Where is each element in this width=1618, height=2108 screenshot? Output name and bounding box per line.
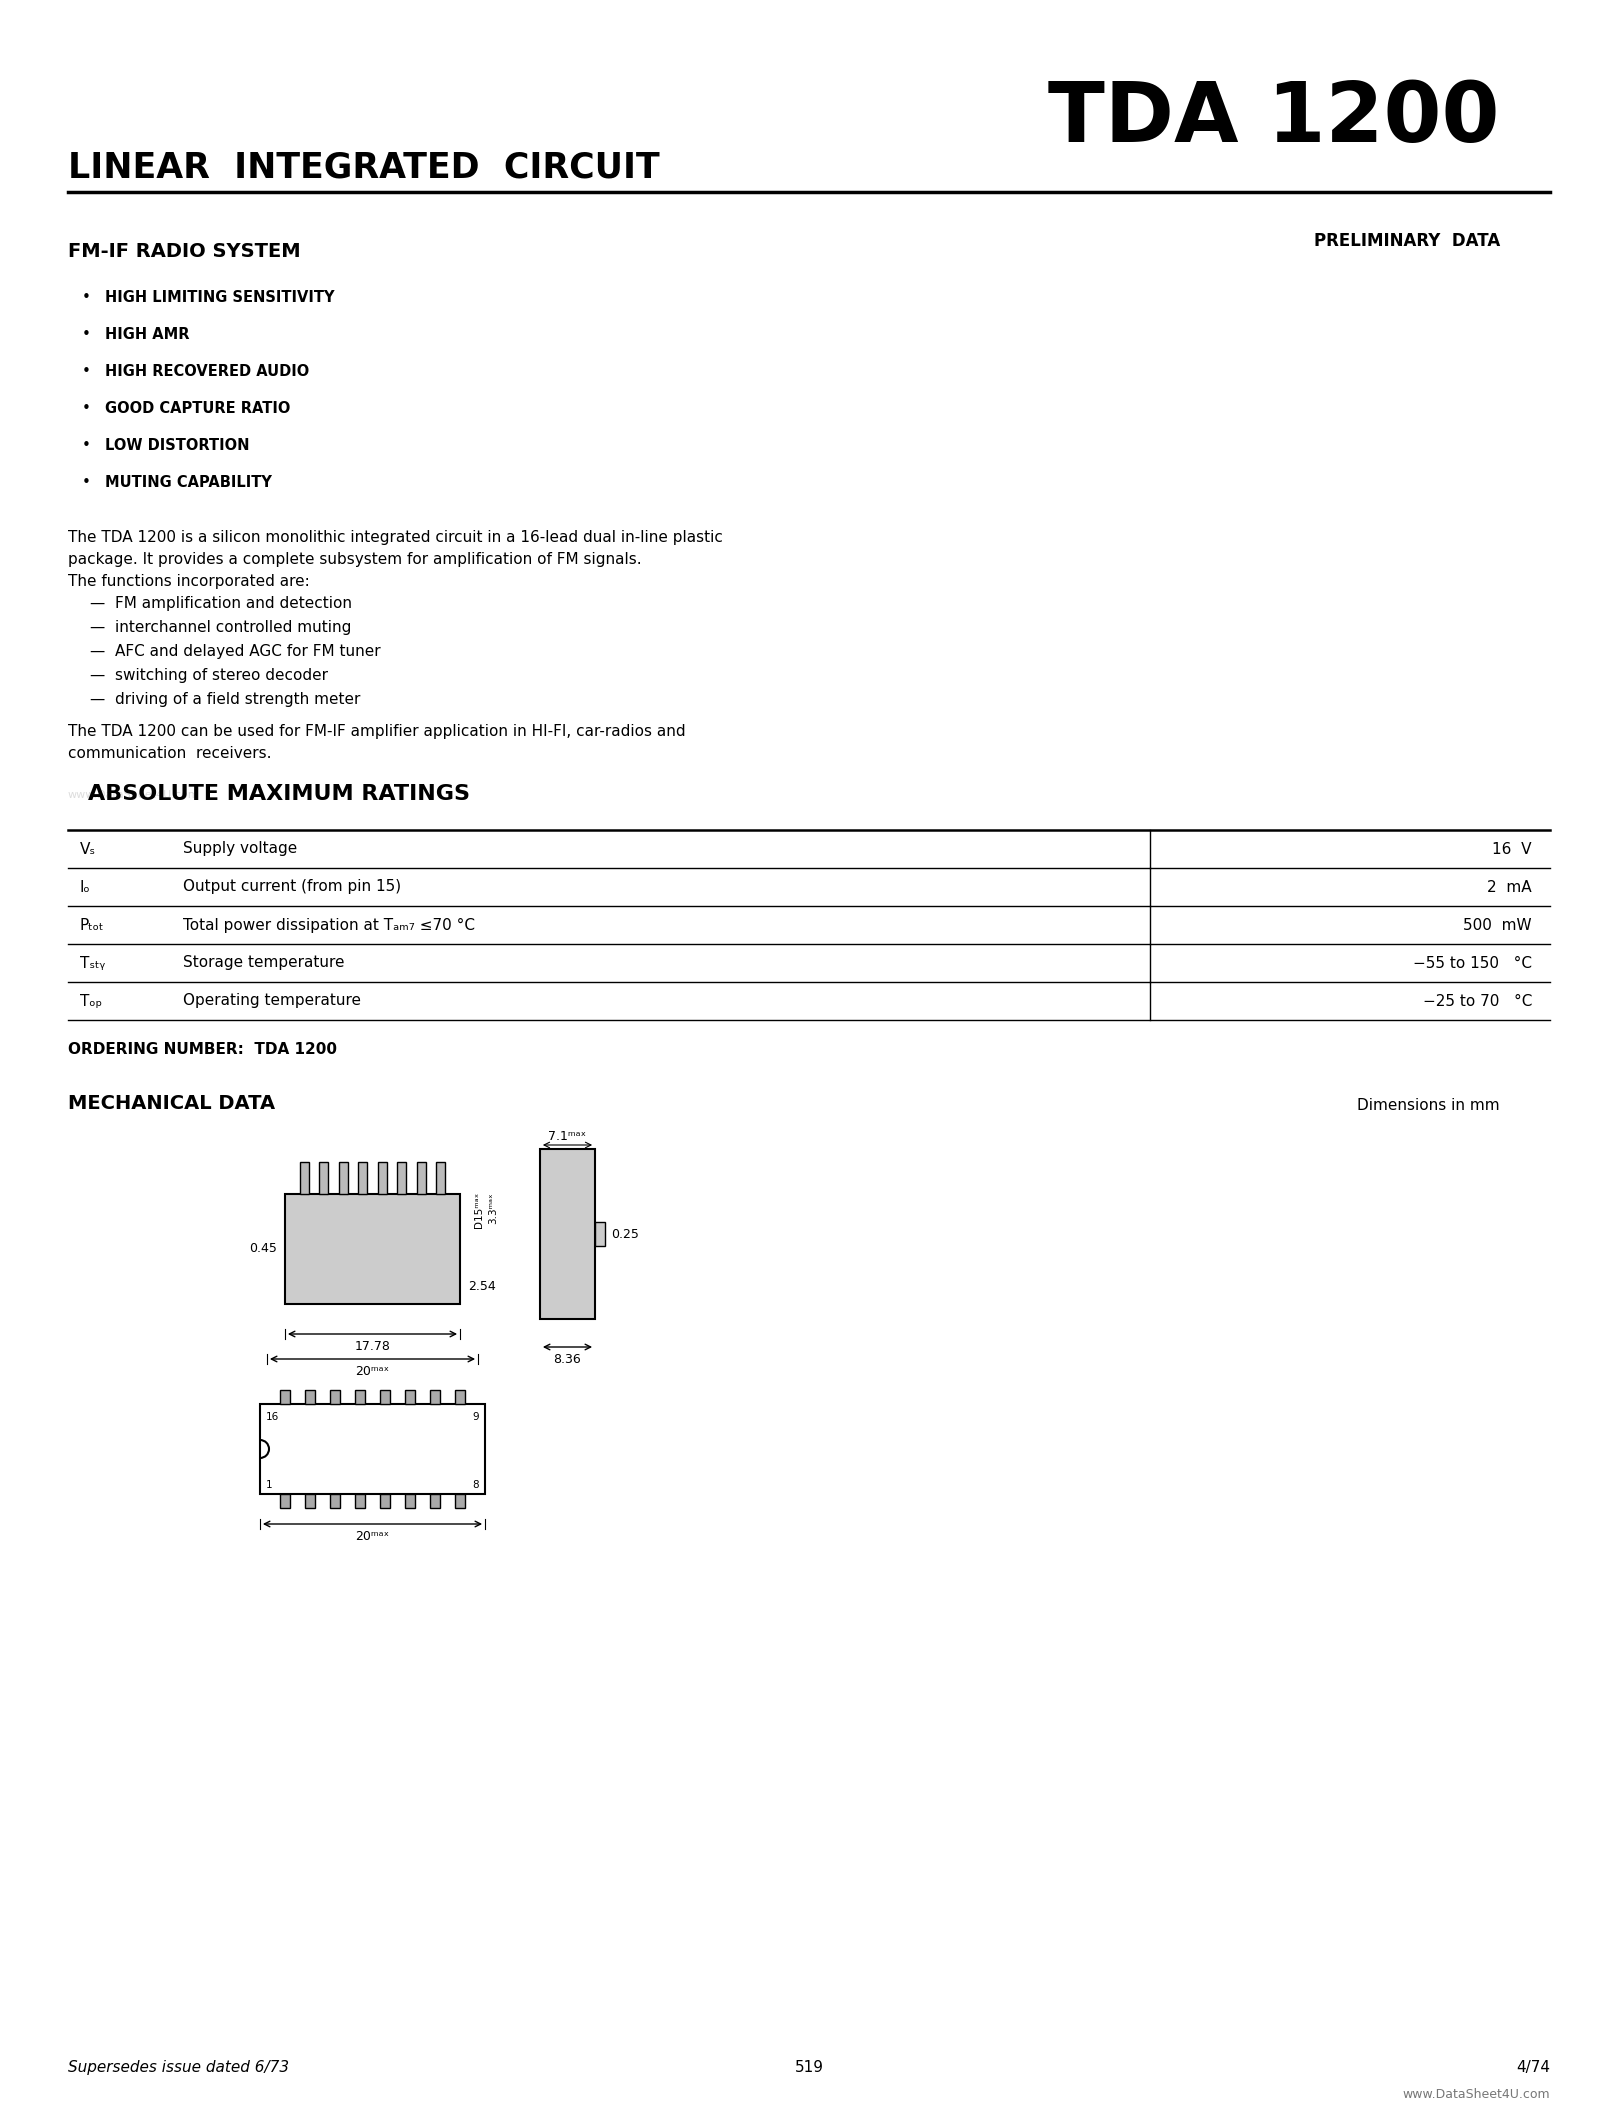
Bar [280,1495,290,1507]
Text: •: • [83,365,91,379]
Text: —  AFC and delayed AGC for FM tuner: — AFC and delayed AGC for FM tuner [91,645,380,660]
Text: Tₒₚ: Tₒₚ [79,993,102,1008]
Text: 4/74: 4/74 [1516,2060,1550,2074]
Bar [354,1389,366,1404]
Text: 20ᵐᵃˣ: 20ᵐᵃˣ [356,1366,390,1379]
Text: •: • [83,401,91,415]
Text: —  interchannel controlled muting: — interchannel controlled muting [91,620,351,635]
Bar [455,1495,464,1507]
Text: 1: 1 [265,1480,272,1490]
Text: GOOD CAPTURE RATIO: GOOD CAPTURE RATIO [105,401,290,415]
Text: 3.3ᵐᵃˣ: 3.3ᵐᵃˣ [489,1191,498,1223]
Bar [299,1162,309,1193]
Text: 2.54: 2.54 [468,1280,495,1292]
Bar [319,1162,328,1193]
Text: 8: 8 [472,1480,479,1490]
Bar [380,1495,390,1507]
Text: Operating temperature: Operating temperature [183,993,361,1008]
Text: MECHANICAL DATA: MECHANICAL DATA [68,1094,275,1113]
Bar [396,1162,406,1193]
Bar [306,1495,316,1507]
Text: Vₛ: Vₛ [79,841,95,856]
Text: Output current (from pin 15): Output current (from pin 15) [183,879,401,894]
Text: LOW DISTORTION: LOW DISTORTION [105,438,249,453]
Text: HIGH RECOVERED AUDIO: HIGH RECOVERED AUDIO [105,365,309,379]
Bar [416,1162,426,1193]
Bar [455,1389,464,1404]
Text: PRELIMINARY  DATA: PRELIMINARY DATA [1314,232,1500,251]
Bar [354,1495,366,1507]
Text: The functions incorporated are:: The functions incorporated are: [68,573,309,588]
Text: www.DataSheet4U.com: www.DataSheet4U.com [68,790,199,801]
Bar [358,1162,367,1193]
Text: 500  mW: 500 mW [1463,917,1532,932]
Bar [540,1149,595,1320]
Bar [380,1389,390,1404]
Text: 16  V: 16 V [1492,841,1532,856]
Text: —  driving of a field strength meter: — driving of a field strength meter [91,691,361,706]
Text: •: • [83,474,91,489]
Text: 8.36: 8.36 [553,1353,581,1366]
Bar [377,1162,387,1193]
Text: •: • [83,327,91,341]
Text: •: • [83,438,91,453]
Text: —  switching of stereo decoder: — switching of stereo decoder [91,668,328,683]
Text: 16: 16 [265,1412,280,1423]
Bar [280,1389,290,1404]
Text: FM-IF RADIO SYSTEM: FM-IF RADIO SYSTEM [68,242,301,261]
Text: LINEAR  INTEGRATED  CIRCUIT: LINEAR INTEGRATED CIRCUIT [68,150,660,183]
Text: Supply voltage: Supply voltage [183,841,298,856]
Text: TDA 1200: TDA 1200 [1048,78,1500,158]
Text: MUTING CAPABILITY: MUTING CAPABILITY [105,474,272,489]
Text: 7.1ᵐᵃˣ: 7.1ᵐᵃˣ [549,1130,586,1143]
Bar [338,1162,348,1193]
Bar [404,1389,414,1404]
Text: The TDA 1200 can be used for FM-IF amplifier application in HI-FI, car-radios an: The TDA 1200 can be used for FM-IF ampli… [68,723,686,740]
Text: D15ᵐᵃˣ: D15ᵐᵃˣ [474,1191,484,1229]
Bar [404,1495,414,1507]
Text: HIGH AMR: HIGH AMR [105,327,189,341]
Text: www.DataSheet4U.com: www.DataSheet4U.com [1403,2089,1550,2102]
Text: 0.45: 0.45 [249,1242,277,1256]
Text: •: • [83,291,91,306]
Bar [260,1404,485,1495]
Text: Supersedes issue dated 6/73: Supersedes issue dated 6/73 [68,2060,290,2074]
Bar [430,1389,440,1404]
Text: HIGH LIMITING SENSITIVITY: HIGH LIMITING SENSITIVITY [105,291,335,306]
Text: Total power dissipation at Tₐₘ₇ ≤70 °C: Total power dissipation at Tₐₘ₇ ≤70 °C [183,917,476,932]
Bar [285,1193,460,1305]
Text: 519: 519 [794,2060,824,2074]
Text: 0.25: 0.25 [612,1227,639,1240]
Text: package. It provides a complete subsystem for amplification of FM signals.: package. It provides a complete subsyste… [68,552,642,567]
Text: Storage temperature: Storage temperature [183,955,345,970]
Text: communication  receivers.: communication receivers. [68,746,272,761]
Text: Pₜₒₜ: Pₜₒₜ [79,917,105,932]
Text: Dimensions in mm: Dimensions in mm [1358,1098,1500,1113]
Text: −25 to 70   °C: −25 to 70 °C [1422,993,1532,1008]
Text: The TDA 1200 is a silicon monolithic integrated circuit in a 16-lead dual in-lin: The TDA 1200 is a silicon monolithic int… [68,529,723,546]
Text: 9: 9 [472,1412,479,1423]
Text: 2  mA: 2 mA [1487,879,1532,894]
Bar [330,1495,340,1507]
Text: ORDERING NUMBER:  TDA 1200: ORDERING NUMBER: TDA 1200 [68,1041,337,1056]
Text: Tₛₜᵧ: Tₛₜᵧ [79,955,105,970]
Bar [306,1389,316,1404]
Text: Iₒ: Iₒ [79,879,91,894]
Text: −55 to 150   °C: −55 to 150 °C [1413,955,1532,970]
Text: 20ᵐᵃˣ: 20ᵐᵃˣ [356,1530,390,1543]
Bar [437,1162,445,1193]
Text: —  FM amplification and detection: — FM amplification and detection [91,597,353,611]
Bar [430,1495,440,1507]
Bar [330,1389,340,1404]
Text: 17.78: 17.78 [354,1341,390,1353]
Bar [595,1223,605,1246]
Text: ABSOLUTE MAXIMUM RATINGS: ABSOLUTE MAXIMUM RATINGS [87,784,469,803]
